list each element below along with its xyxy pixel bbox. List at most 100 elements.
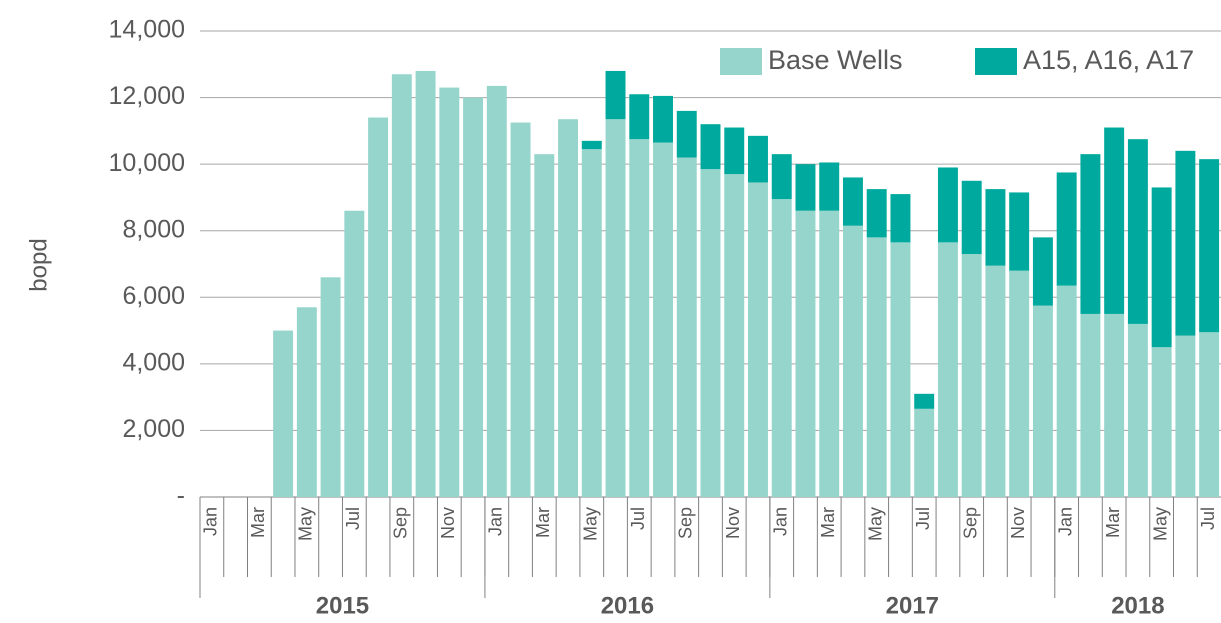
bar-segment <box>961 254 982 497</box>
y-tick-label: - <box>177 482 185 510</box>
bar-segment <box>344 210 365 497</box>
year-label: 2015 <box>316 592 369 619</box>
bar-segment <box>368 117 389 498</box>
x-tick-label: Jan <box>201 507 221 536</box>
x-tick-label: Nov <box>723 507 743 539</box>
x-tick-label: Mar <box>818 507 838 538</box>
bar-segment <box>1032 305 1053 497</box>
bar-segment <box>914 408 935 497</box>
bar-segment <box>937 167 958 243</box>
bar-segment <box>1127 323 1148 497</box>
year-label: 2018 <box>1111 592 1164 619</box>
y-tick-label: 14,000 <box>109 16 185 44</box>
bar-segment <box>890 194 911 243</box>
x-tick-label: Jul <box>628 507 648 530</box>
x-tick-label: Mar <box>533 507 553 538</box>
bar-segment <box>1009 270 1030 497</box>
x-tick-label: May <box>1150 507 1170 541</box>
bar-segment <box>914 393 935 409</box>
x-tick-label: Jul <box>1198 507 1218 530</box>
bar-segment <box>605 70 626 120</box>
x-tick-label: Mar <box>1103 507 1123 538</box>
year-label: 2016 <box>601 592 654 619</box>
bar-segment <box>1080 154 1101 314</box>
x-tick-label: Jul <box>343 507 363 530</box>
bar-segment <box>653 95 673 143</box>
bar-segment <box>676 157 697 497</box>
bar-segment <box>1175 150 1196 336</box>
bar-segment <box>605 119 626 497</box>
bar-segment <box>748 182 768 497</box>
bar-segment <box>558 119 579 497</box>
bar-segment <box>320 277 341 497</box>
x-tick-label: Jan <box>770 507 790 536</box>
bar-segment <box>510 122 531 498</box>
bar-segment <box>629 94 650 140</box>
bar-segment <box>1056 285 1077 497</box>
y-tick-label: 12,000 <box>109 82 185 110</box>
bar-segment <box>1104 313 1125 497</box>
y-tick-label: 10,000 <box>109 149 185 177</box>
bar-segment <box>1104 127 1125 314</box>
bar-segment <box>937 242 958 497</box>
bar-segment <box>534 154 555 497</box>
bar-segment <box>653 142 673 497</box>
y-axis-label: bopd <box>25 238 52 291</box>
bar-segment <box>1056 172 1077 286</box>
y-tick-label: 6,000 <box>122 282 185 310</box>
year-label: 2017 <box>886 592 939 619</box>
bar-segment <box>581 140 602 150</box>
x-tick-label: Sep <box>676 507 696 539</box>
bar-segment <box>1127 139 1148 324</box>
bar-segment <box>961 180 982 255</box>
x-tick-label: Jan <box>486 507 506 536</box>
x-tick-label: Jan <box>1055 507 1075 536</box>
bar-segment <box>296 307 317 497</box>
bar-segment <box>842 177 863 226</box>
bar-segment <box>700 124 721 170</box>
bar-segment <box>439 87 460 497</box>
bar-segment <box>771 154 792 200</box>
x-tick-label: Nov <box>1008 507 1028 539</box>
bar-segment <box>866 189 887 238</box>
legend-swatch <box>975 48 1017 75</box>
bar-segment <box>819 162 840 211</box>
bar-segment <box>486 85 507 498</box>
bar-segment <box>795 164 816 211</box>
x-tick-label: May <box>865 507 885 541</box>
bar-segment <box>463 97 484 498</box>
bar-segment <box>700 169 721 497</box>
x-tick-label: Nov <box>438 507 458 539</box>
bar-segment <box>842 225 863 497</box>
bar-segment <box>724 127 745 175</box>
bar-segment <box>795 210 816 497</box>
bar-segment <box>890 242 911 497</box>
bar-segment <box>273 330 294 497</box>
bar-segment <box>748 135 768 183</box>
bar-segment <box>629 139 650 497</box>
bar-segment <box>1080 313 1101 497</box>
bar-segment <box>1199 332 1220 497</box>
x-tick-label: Sep <box>391 507 411 539</box>
bar-segment <box>581 149 602 497</box>
bar-segment <box>676 110 697 158</box>
x-tick-label: Mar <box>248 507 268 538</box>
bar-segment <box>771 199 792 498</box>
x-tick-label: May <box>296 507 316 541</box>
legend-swatch <box>720 48 762 75</box>
bar-segment <box>724 174 745 497</box>
x-tick-label: Sep <box>960 507 980 539</box>
bar-segment <box>1032 237 1053 306</box>
y-tick-label: 4,000 <box>122 348 185 376</box>
bar-segment <box>985 265 1006 497</box>
x-tick-label: May <box>581 507 601 541</box>
bar-segment <box>391 74 412 498</box>
legend-label: Base Wells <box>768 45 903 75</box>
bar-segment <box>866 237 887 497</box>
y-tick-label: 8,000 <box>122 215 185 243</box>
bar-segment <box>1009 192 1030 271</box>
x-tick-label: Jul <box>913 507 933 530</box>
bar-segment <box>985 189 1006 266</box>
bar-segment <box>1175 335 1196 497</box>
